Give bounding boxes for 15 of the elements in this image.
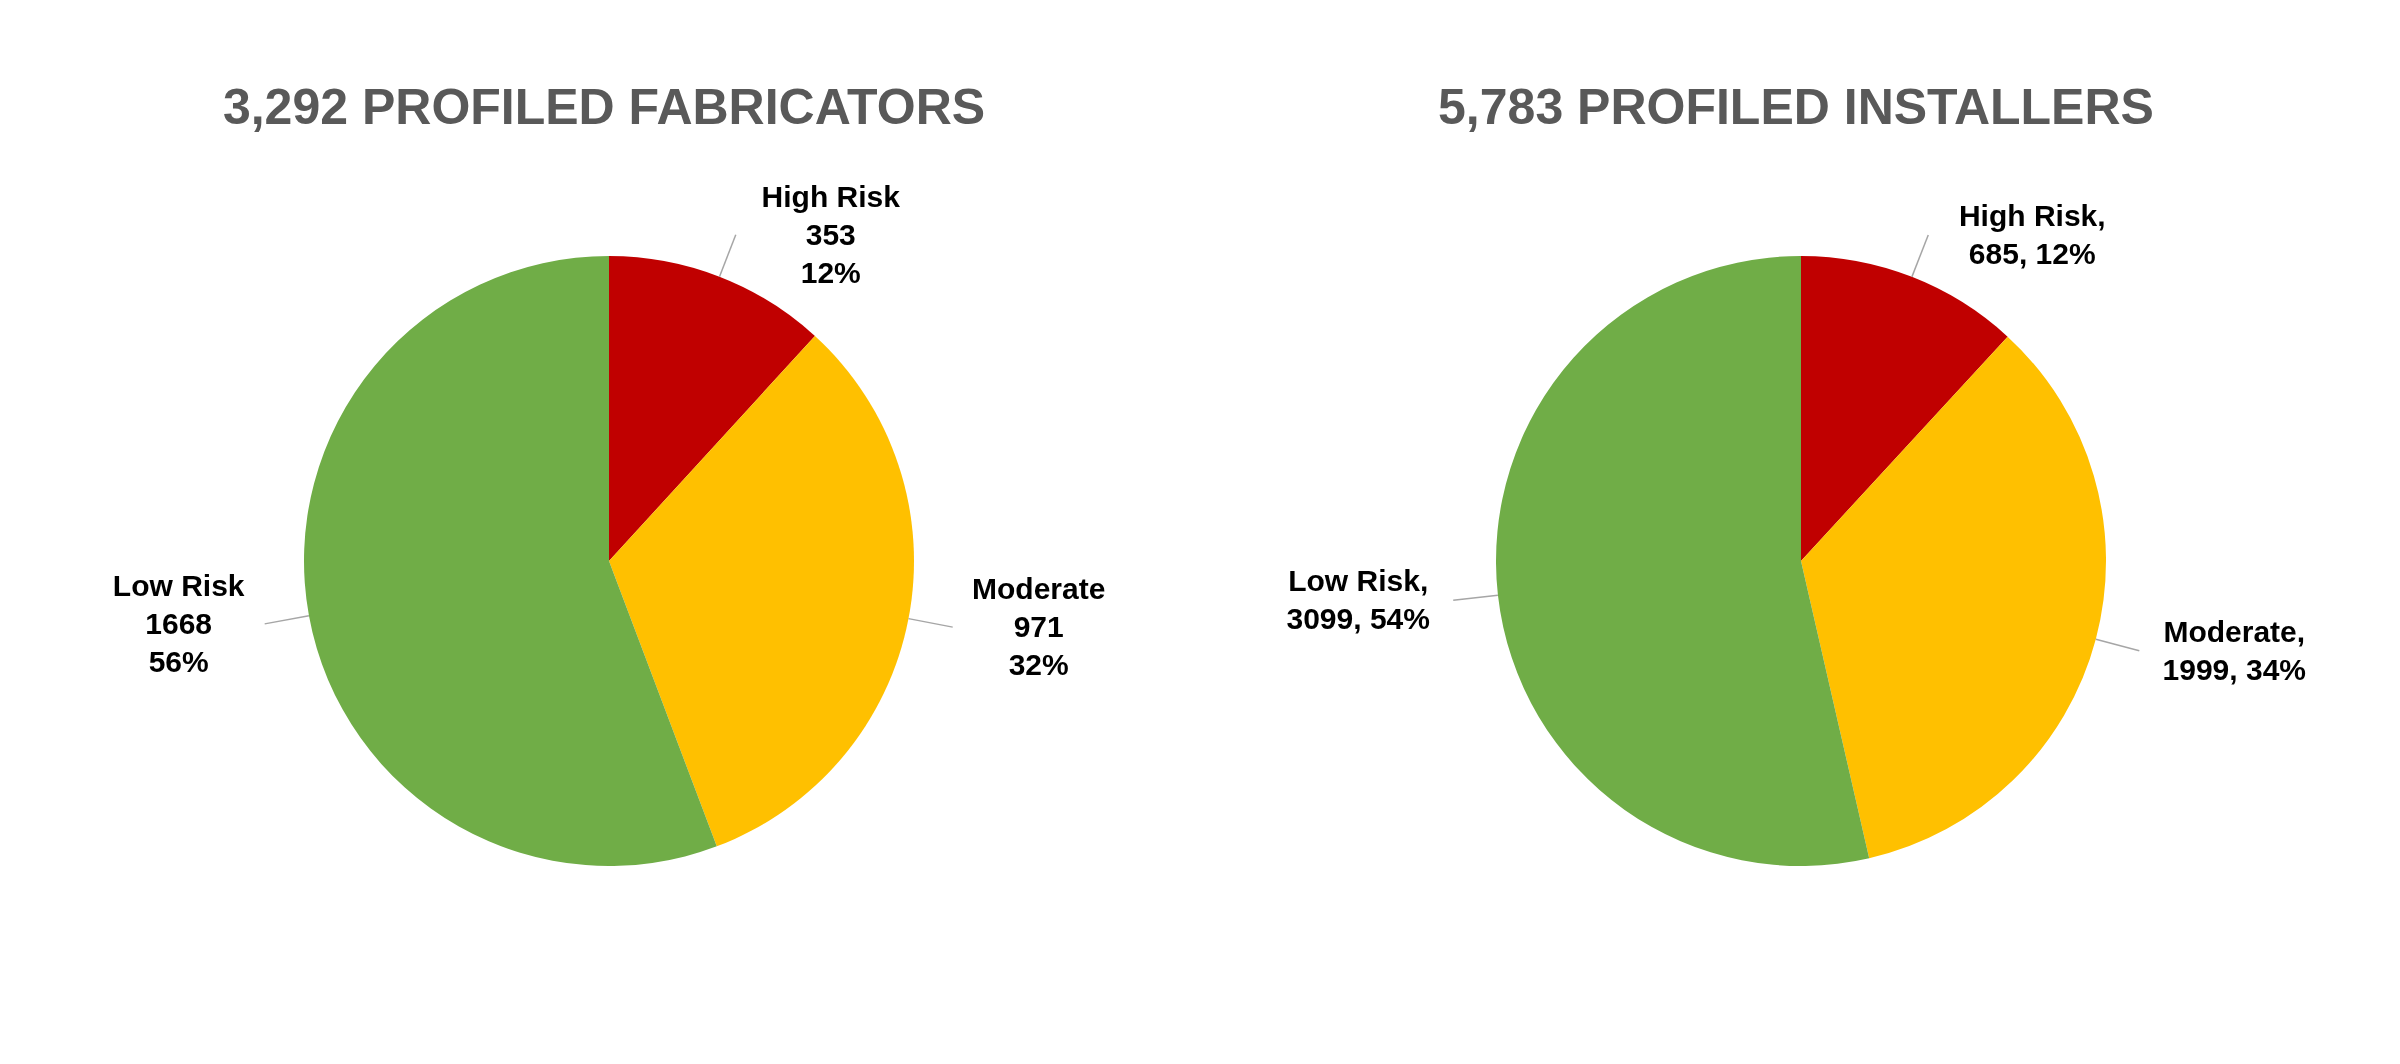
pie-slice — [1801, 336, 2106, 859]
slice-label: High Risk, 685, 12% — [1958, 198, 2106, 270]
data-label: 971 32% — [1008, 610, 1069, 682]
slice-label: High Risk — [761, 179, 901, 213]
chart-title: 5,783 PROFILED INSTALLERS — [1438, 78, 2154, 136]
pie-slice — [609, 336, 914, 847]
slice-label: Moderate — [972, 572, 1106, 606]
data-label: 353 12% — [800, 217, 861, 289]
pie-slice — [1496, 256, 1870, 866]
slice-label: Low Risk — [112, 568, 245, 602]
pie-slice — [304, 256, 717, 866]
slice-label: Low Risk, 3099, 54% — [1286, 564, 1430, 636]
chart-title: 3,292 PROFILED FABRICATORS — [222, 78, 986, 136]
slice-label: Moderate, 1999, 34% — [2162, 614, 2307, 686]
data-label: 1668 56% — [145, 606, 213, 678]
